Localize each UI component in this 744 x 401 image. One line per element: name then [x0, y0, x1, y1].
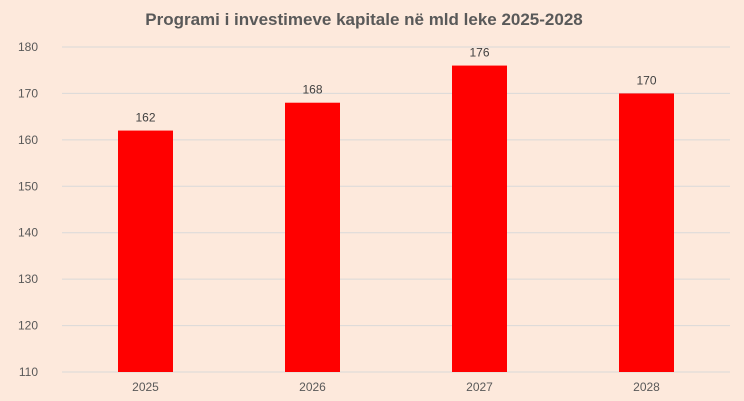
chart-title: Programi i investimeve kapitale në mld l…	[145, 10, 583, 29]
data-label-2026: 168	[302, 83, 322, 97]
x-tick-label-2028: 2028	[633, 380, 660, 394]
y-tick-label: 110	[19, 365, 38, 379]
y-tick-label: 130	[18, 272, 38, 286]
x-tick-label-2027: 2027	[466, 380, 493, 394]
data-label-2025: 162	[135, 111, 155, 125]
bar-2028	[619, 93, 674, 372]
gridlines	[62, 46, 730, 373]
x-tick-label-2026: 2026	[299, 380, 326, 394]
bar-2026	[285, 102, 340, 372]
data-labels: 162 168 176 170	[135, 46, 656, 125]
bar-2027	[452, 65, 507, 373]
y-axis-ticks: 110 120 130 140 150 160 170 180	[18, 40, 38, 379]
y-tick-label: 120	[18, 319, 38, 333]
y-tick-label: 180	[18, 40, 38, 54]
y-tick-label: 140	[18, 226, 38, 240]
data-label-2027: 176	[469, 46, 489, 60]
x-tick-label-2025: 2025	[132, 380, 159, 394]
bar-2025	[118, 130, 173, 372]
bars	[118, 65, 674, 373]
y-tick-label: 150	[18, 179, 38, 193]
y-tick-label: 170	[18, 86, 38, 100]
data-label-2028: 170	[636, 73, 656, 87]
y-tick-label: 160	[18, 133, 38, 147]
x-axis-ticks: 2025 2026 2027 2028	[132, 380, 660, 394]
